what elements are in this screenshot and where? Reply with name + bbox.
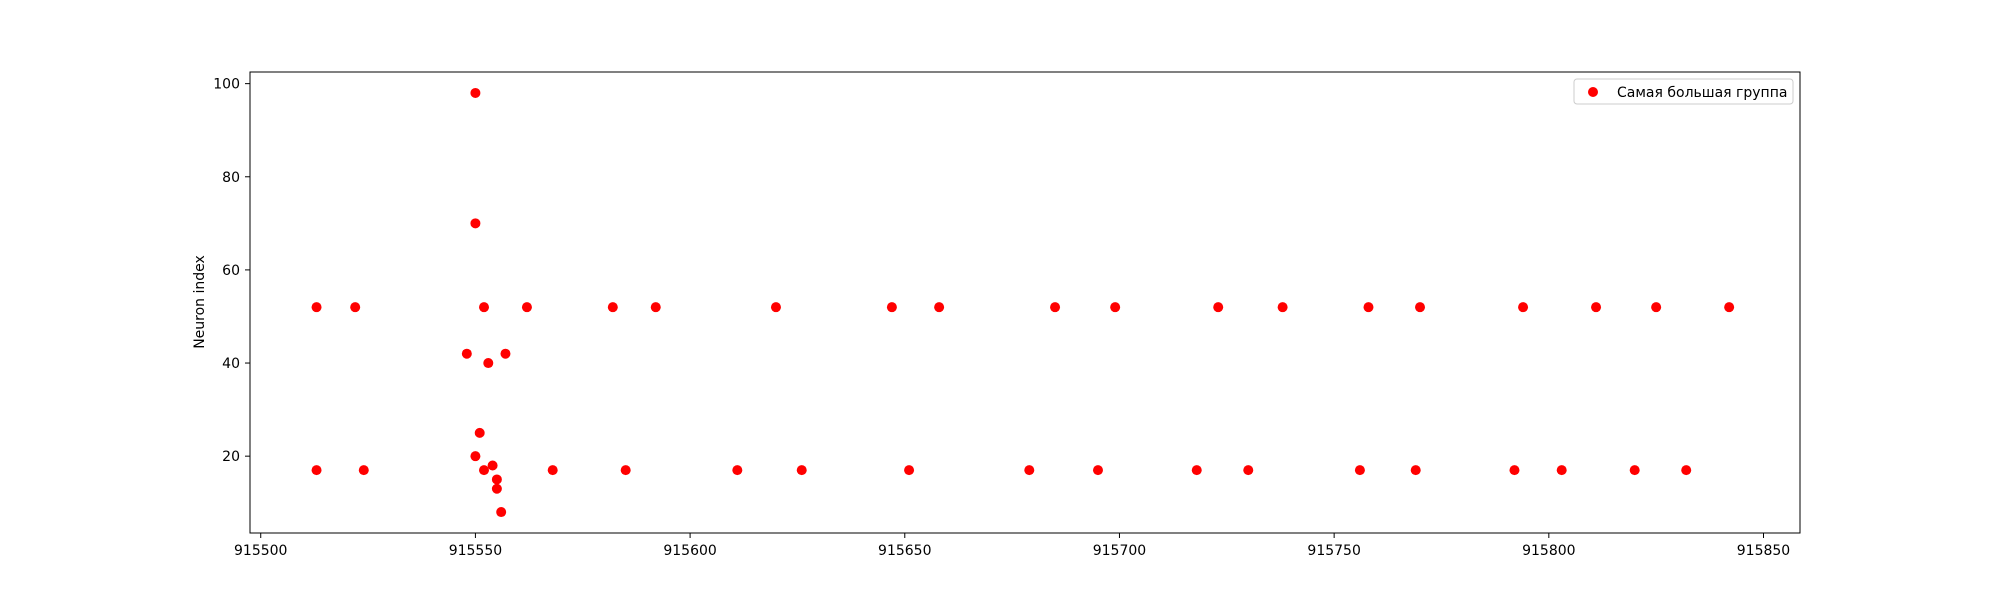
data-point	[650, 302, 661, 313]
data-point	[1213, 302, 1224, 313]
data-point	[732, 465, 743, 476]
x-tick-label: 915850	[1737, 543, 1790, 559]
data-point	[470, 451, 481, 462]
y-axis-label: Neuron index	[192, 255, 208, 349]
data-point	[1629, 465, 1640, 476]
data-point	[1110, 302, 1121, 313]
legend-marker	[1588, 87, 1598, 97]
data-point	[1509, 465, 1520, 476]
data-point	[1277, 302, 1288, 313]
data-point	[500, 348, 511, 359]
x-tick-label: 915500	[234, 543, 287, 559]
data-point	[770, 302, 781, 313]
x-tick-label: 915600	[663, 543, 716, 559]
data-point	[1651, 302, 1662, 313]
data-point	[474, 427, 485, 438]
y-tick-label: 40	[222, 356, 240, 372]
data-point	[1191, 465, 1202, 476]
data-point	[607, 302, 618, 313]
data-point	[521, 302, 532, 313]
data-point	[483, 358, 494, 369]
data-point	[904, 465, 915, 476]
x-tick-label: 915650	[878, 543, 931, 559]
data-point	[470, 87, 481, 98]
data-point	[1724, 302, 1735, 313]
data-point	[796, 465, 807, 476]
data-point	[1354, 465, 1365, 476]
x-tick-label: 915800	[1522, 543, 1575, 559]
data-point	[1591, 302, 1602, 313]
data-point	[1092, 465, 1103, 476]
data-point	[358, 465, 369, 476]
data-point	[1681, 465, 1692, 476]
y-tick-label: 60	[222, 263, 240, 279]
y-tick-label: 100	[213, 77, 240, 93]
y-tick-label: 80	[222, 170, 240, 186]
data-point	[934, 302, 945, 313]
data-point	[1410, 465, 1421, 476]
data-point	[886, 302, 897, 313]
data-point	[470, 218, 481, 229]
plot-frame	[249, 71, 1801, 534]
data-point	[491, 483, 502, 494]
x-axis: 915500 915550 915600 915650 915700 915750 9158…	[234, 533, 1790, 559]
x-tick-label: 915550	[449, 543, 502, 559]
data-point	[1024, 465, 1035, 476]
data-point	[311, 302, 322, 313]
data-point	[1415, 302, 1426, 313]
data-point	[1556, 465, 1567, 476]
legend-box	[1573, 78, 1794, 105]
data-point	[487, 460, 498, 471]
legend-label: Самая большая группа	[1617, 85, 1787, 101]
y-tick-label: 20	[222, 449, 240, 465]
data-point	[461, 348, 472, 359]
data-point	[350, 302, 361, 313]
legend: Самая большая группа	[1573, 78, 1794, 105]
data-points	[311, 87, 1735, 518]
data-point	[620, 465, 631, 476]
data-point	[1363, 302, 1374, 313]
data-point	[479, 465, 490, 476]
data-point	[1050, 302, 1061, 313]
data-point	[1518, 302, 1529, 313]
y-axis: 20 40 60 80 100	[213, 77, 250, 465]
data-point	[311, 465, 322, 476]
data-point	[479, 302, 490, 313]
x-tick-label: 915700	[1093, 543, 1146, 559]
x-tick-label: 915750	[1307, 543, 1360, 559]
data-point	[547, 465, 558, 476]
data-point	[496, 507, 507, 518]
data-point	[491, 474, 502, 485]
data-point	[1243, 465, 1254, 476]
